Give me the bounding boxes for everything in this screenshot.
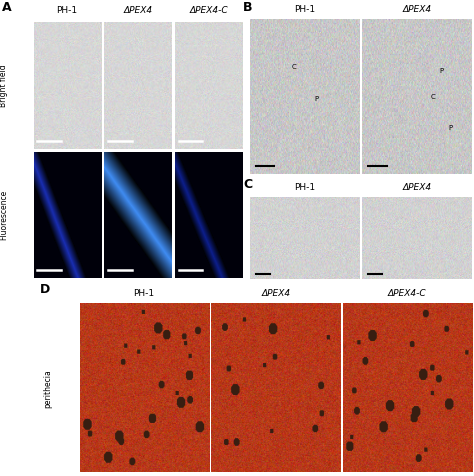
Text: B: B — [243, 1, 253, 14]
Text: P: P — [439, 68, 443, 74]
Text: Bright field: Bright field — [0, 64, 8, 107]
Text: PH-1: PH-1 — [56, 7, 78, 15]
Text: C: C — [430, 94, 435, 100]
Text: ΔPEX4-C: ΔPEX4-C — [190, 7, 228, 15]
Text: PH-1: PH-1 — [294, 6, 316, 14]
Text: perithecia: perithecia — [43, 369, 52, 408]
Text: ΔPEX4: ΔPEX4 — [402, 183, 431, 192]
Text: ΔPEX4: ΔPEX4 — [261, 289, 290, 298]
Text: D: D — [40, 283, 51, 296]
Text: A: A — [2, 1, 12, 14]
Text: PH-1: PH-1 — [134, 289, 155, 298]
Text: C: C — [243, 178, 252, 191]
Text: ΔPEX4: ΔPEX4 — [123, 7, 153, 15]
Text: Fluorescence: Fluorescence — [0, 189, 8, 240]
Text: ΔPEX4: ΔPEX4 — [402, 6, 431, 14]
Text: ΔPEX4-C: ΔPEX4-C — [388, 289, 427, 298]
Text: P: P — [448, 125, 452, 131]
Text: PH-1: PH-1 — [294, 183, 316, 192]
Text: C: C — [292, 63, 297, 69]
Text: P: P — [314, 96, 318, 102]
